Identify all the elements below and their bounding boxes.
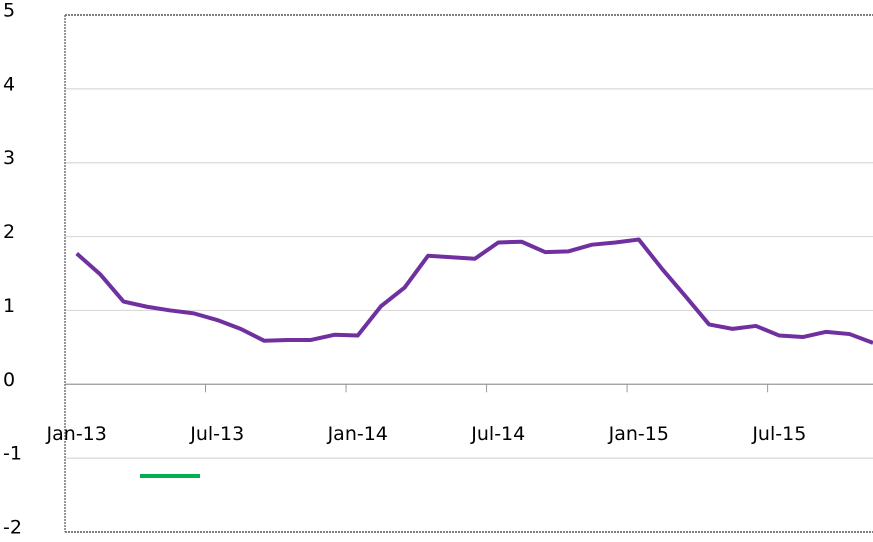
x-tick-label: Jul-13 — [189, 423, 244, 445]
y-tick-label: 4 — [3, 73, 15, 95]
x-tick-label: Jul-14 — [470, 423, 525, 445]
x-tick-label: Jan-13 — [46, 423, 107, 445]
y-tick-label: 2 — [3, 221, 15, 243]
y-tick-label: 0 — [3, 369, 15, 391]
y-tick-label: 5 — [3, 0, 15, 22]
y-tick-label: -1 — [3, 443, 22, 465]
y-tick-label: -2 — [3, 517, 22, 539]
y-tick-label: 3 — [3, 147, 15, 169]
series-line — [75, 237, 873, 345]
x-tick-label: Jan-14 — [327, 423, 388, 445]
x-tick-label: Jan-15 — [608, 423, 669, 445]
x-tick-label: Jul-15 — [751, 423, 806, 445]
y-tick-label: 1 — [3, 295, 15, 317]
